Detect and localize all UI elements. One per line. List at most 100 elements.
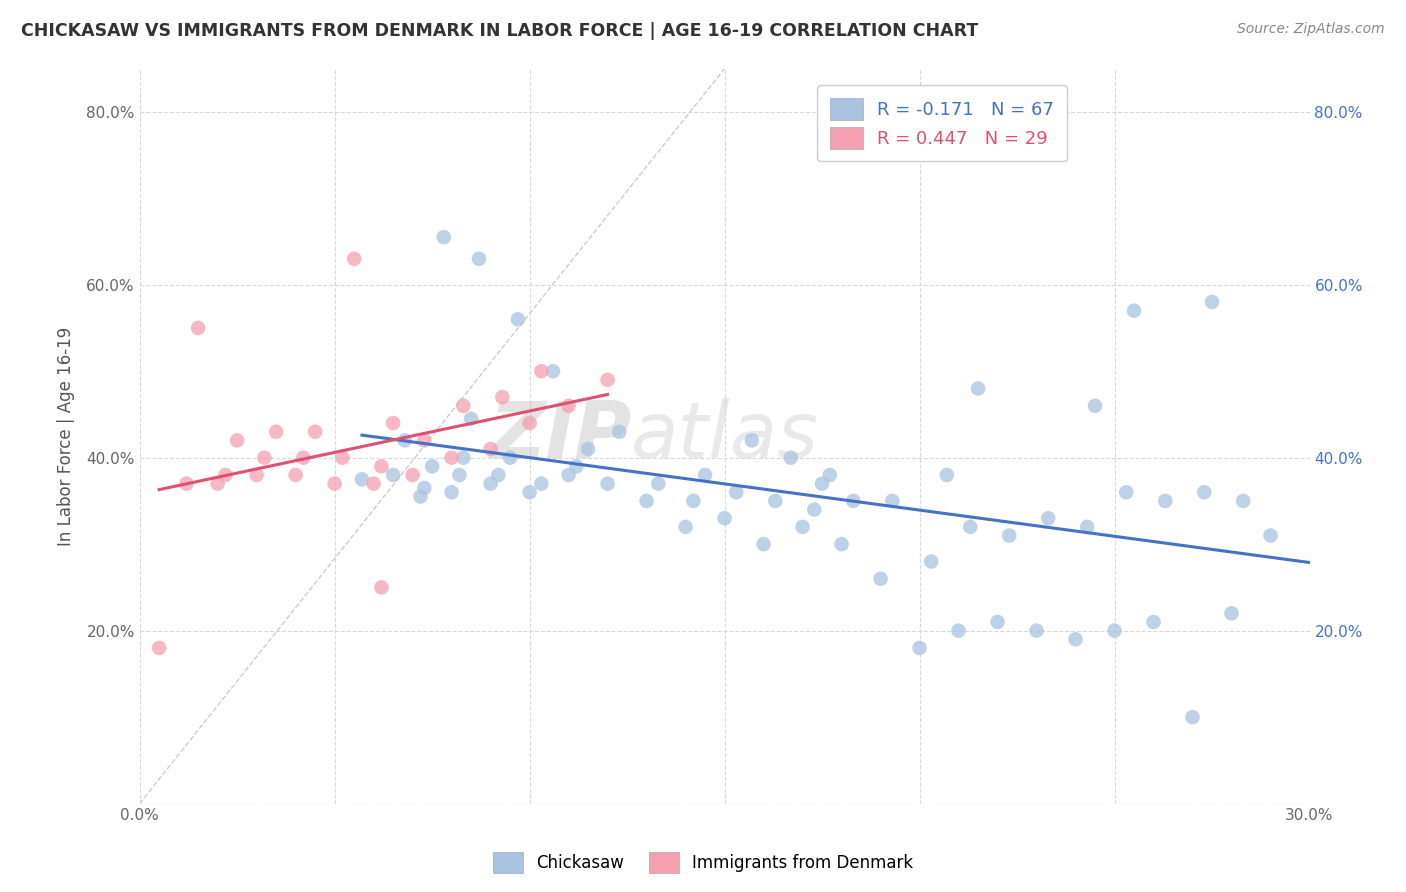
Point <box>1142 615 1164 629</box>
Point <box>292 450 315 465</box>
Text: CHICKASAW VS IMMIGRANTS FROM DENMARK IN LABOR FORCE | AGE 16-19 CORRELATION CHAR: CHICKASAW VS IMMIGRANTS FROM DENMARK IN … <box>21 22 979 40</box>
Legend: Chickasaw, Immigrants from Denmark: Chickasaw, Immigrants from Denmark <box>486 846 920 880</box>
Point <box>713 511 735 525</box>
Point <box>323 476 346 491</box>
Point <box>264 425 287 439</box>
Point <box>741 434 763 448</box>
Point <box>1232 494 1254 508</box>
Point <box>370 581 392 595</box>
Text: Source: ZipAtlas.com: Source: ZipAtlas.com <box>1237 22 1385 37</box>
Point <box>1038 511 1060 525</box>
Point <box>607 425 630 439</box>
Point <box>246 467 269 482</box>
Point <box>1104 624 1126 638</box>
Point <box>363 476 385 491</box>
Point <box>596 373 619 387</box>
Point <box>541 364 564 378</box>
Point <box>468 252 491 266</box>
Point <box>440 450 463 465</box>
Point <box>803 502 825 516</box>
Point <box>530 476 553 491</box>
Point <box>693 467 716 482</box>
Point <box>882 494 904 508</box>
Point <box>959 520 981 534</box>
Point <box>214 467 236 482</box>
Point <box>811 476 834 491</box>
Point <box>1084 399 1107 413</box>
Point <box>409 490 432 504</box>
Point <box>998 528 1021 542</box>
Point <box>420 459 443 474</box>
Point <box>1181 710 1204 724</box>
Point <box>332 450 354 465</box>
Point <box>1260 528 1282 542</box>
Point <box>499 450 522 465</box>
Point <box>1115 485 1137 500</box>
Point <box>304 425 326 439</box>
Point <box>413 481 436 495</box>
Point <box>460 411 482 425</box>
Point <box>440 485 463 500</box>
Point <box>1025 624 1047 638</box>
Point <box>486 467 509 482</box>
Point <box>792 520 814 534</box>
Point <box>935 467 957 482</box>
Point <box>682 494 704 508</box>
Point <box>491 390 513 404</box>
Y-axis label: In Labor Force | Age 16-19: In Labor Force | Age 16-19 <box>58 326 75 546</box>
Point <box>557 399 579 413</box>
Point <box>530 364 553 378</box>
Legend: R = -0.171   N = 67, R = 0.447   N = 29: R = -0.171 N = 67, R = 0.447 N = 29 <box>817 85 1067 161</box>
Text: atlas: atlas <box>631 398 818 474</box>
Point <box>449 467 471 482</box>
Point <box>967 382 990 396</box>
Point <box>908 640 931 655</box>
Point <box>752 537 775 551</box>
Point <box>382 467 405 482</box>
Point <box>596 476 619 491</box>
Point <box>370 459 392 474</box>
Point <box>1076 520 1098 534</box>
Point <box>1154 494 1177 508</box>
Point <box>869 572 891 586</box>
Point <box>725 485 748 500</box>
Point <box>986 615 1008 629</box>
Point <box>382 416 405 430</box>
Point <box>433 230 456 244</box>
Point <box>401 467 423 482</box>
Point <box>780 450 803 465</box>
Point <box>647 476 669 491</box>
Point <box>831 537 853 551</box>
Text: ZIP: ZIP <box>489 398 631 474</box>
Point <box>519 485 541 500</box>
Point <box>576 442 599 456</box>
Point <box>920 554 942 568</box>
Point <box>413 434 436 448</box>
Point <box>176 476 198 491</box>
Point <box>453 450 475 465</box>
Point <box>207 476 229 491</box>
Point <box>253 450 276 465</box>
Point <box>818 467 841 482</box>
Point <box>675 520 697 534</box>
Point <box>284 467 307 482</box>
Point <box>519 416 541 430</box>
Point <box>1123 303 1146 318</box>
Point <box>842 494 865 508</box>
Point <box>350 472 373 486</box>
Point <box>565 459 588 474</box>
Point <box>187 321 209 335</box>
Point <box>343 252 366 266</box>
Point <box>1192 485 1215 500</box>
Point <box>1201 295 1223 310</box>
Point <box>557 467 579 482</box>
Point <box>1064 632 1087 647</box>
Point <box>453 399 475 413</box>
Point <box>394 434 416 448</box>
Point <box>479 476 502 491</box>
Point <box>948 624 970 638</box>
Point <box>506 312 529 326</box>
Point <box>1220 607 1243 621</box>
Point <box>636 494 658 508</box>
Point <box>479 442 502 456</box>
